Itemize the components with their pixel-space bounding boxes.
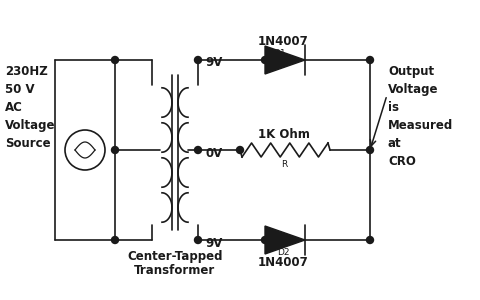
Circle shape xyxy=(111,236,119,244)
Circle shape xyxy=(367,56,373,64)
Text: Transformer: Transformer xyxy=(134,264,216,277)
Text: Voltage: Voltage xyxy=(388,83,439,96)
Polygon shape xyxy=(265,226,305,254)
Circle shape xyxy=(194,236,202,244)
Text: 1N4007: 1N4007 xyxy=(258,256,308,269)
Circle shape xyxy=(111,146,119,154)
Polygon shape xyxy=(265,46,305,74)
Circle shape xyxy=(194,56,202,64)
Text: 9V: 9V xyxy=(205,237,222,250)
Text: at: at xyxy=(388,137,402,150)
Text: Voltage: Voltage xyxy=(5,119,56,132)
Text: 0V: 0V xyxy=(205,147,222,160)
Text: Center-Tapped: Center-Tapped xyxy=(127,250,223,263)
Text: CRO: CRO xyxy=(388,155,416,168)
Circle shape xyxy=(262,56,268,64)
Text: Source: Source xyxy=(5,137,50,150)
Circle shape xyxy=(194,146,202,154)
Circle shape xyxy=(111,56,119,64)
Circle shape xyxy=(237,146,243,154)
Circle shape xyxy=(262,236,268,244)
Text: Measured: Measured xyxy=(388,119,453,132)
Text: 230HZ: 230HZ xyxy=(5,65,48,78)
Text: Output: Output xyxy=(388,65,434,78)
Text: R: R xyxy=(281,160,287,169)
Text: 1K Ohm: 1K Ohm xyxy=(258,128,310,141)
Text: 9V: 9V xyxy=(205,56,222,69)
Circle shape xyxy=(367,236,373,244)
Text: is: is xyxy=(388,101,399,114)
Text: D1: D1 xyxy=(273,49,285,58)
Text: 50 V: 50 V xyxy=(5,83,35,96)
Text: D2: D2 xyxy=(277,248,289,257)
Circle shape xyxy=(367,146,373,154)
Text: 1N4007: 1N4007 xyxy=(258,35,308,48)
Text: AC: AC xyxy=(5,101,23,114)
